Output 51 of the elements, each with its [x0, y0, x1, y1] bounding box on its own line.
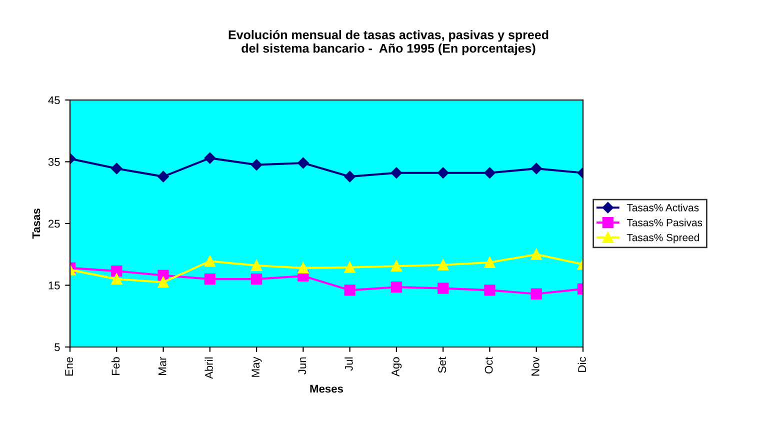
x-axis-title: Meses: [310, 384, 344, 393]
x-tick-label: Jul: [344, 357, 353, 371]
point: [390, 260, 402, 272]
point: [250, 274, 262, 285]
x-tick-label: May: [252, 356, 262, 377]
legend-label: Tasas% Activas: [626, 204, 699, 212]
y-tick-label: 45: [48, 96, 60, 104]
point: [390, 282, 402, 293]
y-tick-label: 15: [48, 282, 60, 290]
y-tick-label: 25: [48, 220, 60, 228]
point: [484, 284, 496, 296]
point: [158, 170, 169, 182]
x-tick-label: Nov: [532, 356, 540, 376]
point: [158, 276, 169, 288]
legend-label: Tasas% Pasivas: [626, 218, 702, 226]
point: [530, 288, 542, 300]
point: [204, 152, 216, 164]
point: [111, 162, 122, 174]
point: [484, 256, 496, 268]
chart-title: Evolución mensual de tasas activas, pasivas y spreed del sistema bancario - Año 1995 (En porcentajes): [228, 30, 548, 56]
point: [530, 248, 542, 260]
point: [204, 274, 216, 285]
point: [344, 284, 356, 296]
point: [344, 170, 356, 182]
point: [437, 167, 449, 178]
point: [111, 265, 122, 277]
y-tick-label: 5: [54, 343, 60, 352]
point: [484, 167, 496, 178]
x-tick-label: Ene: [65, 357, 73, 376]
point: [438, 259, 449, 270]
point: [530, 162, 542, 174]
x-tick-label: Oct: [484, 356, 493, 374]
point: [250, 260, 262, 272]
x-tick-label: Set: [438, 356, 446, 373]
x-tick-label: Feb: [111, 357, 120, 375]
x-tick-label: Ago: [392, 357, 402, 376]
x-tick-label: Mar: [158, 356, 166, 375]
y-axis-title: Tasas: [32, 208, 40, 239]
point: [390, 167, 402, 178]
x-tick-label: Dic: [578, 357, 586, 372]
point: [298, 262, 309, 274]
point: [438, 282, 449, 294]
point: [298, 157, 309, 169]
legend-label: Tasas% Spreed: [626, 234, 699, 244]
x-tick-label: Abril: [204, 357, 213, 379]
point: [344, 262, 356, 273]
x-tick-label: Jun: [298, 357, 306, 374]
point: [111, 274, 122, 285]
point: [250, 159, 262, 170]
point: [204, 256, 216, 267]
y-tick-label: 35: [48, 158, 60, 166]
